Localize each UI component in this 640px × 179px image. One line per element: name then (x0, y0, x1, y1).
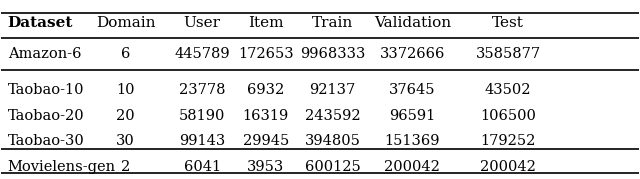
Text: Taobao-10: Taobao-10 (8, 83, 84, 96)
Text: Train: Train (312, 16, 353, 30)
Text: 37645: 37645 (389, 83, 436, 96)
Text: 3372666: 3372666 (380, 47, 445, 61)
Text: 445789: 445789 (174, 47, 230, 61)
Text: 23778: 23778 (179, 83, 225, 96)
Text: Dataset: Dataset (8, 16, 73, 30)
Text: 151369: 151369 (385, 134, 440, 148)
Text: User: User (184, 16, 221, 30)
Text: 106500: 106500 (480, 109, 536, 123)
Text: 6: 6 (121, 47, 131, 61)
Text: 179252: 179252 (480, 134, 536, 148)
Text: 43502: 43502 (484, 83, 531, 96)
Text: 200042: 200042 (385, 160, 440, 174)
Text: Movielens-gen: Movielens-gen (8, 160, 116, 174)
Text: Validation: Validation (374, 16, 451, 30)
Text: 172653: 172653 (238, 47, 294, 61)
Text: 92137: 92137 (310, 83, 356, 96)
Text: Domain: Domain (96, 16, 156, 30)
Text: 600125: 600125 (305, 160, 360, 174)
Text: 394805: 394805 (305, 134, 361, 148)
Text: 243592: 243592 (305, 109, 360, 123)
Text: Taobao-20: Taobao-20 (8, 109, 84, 123)
Text: Test: Test (492, 16, 524, 30)
Text: 6041: 6041 (184, 160, 221, 174)
Text: 30: 30 (116, 134, 135, 148)
Text: 2: 2 (121, 160, 131, 174)
Text: 3585877: 3585877 (476, 47, 541, 61)
Text: 96591: 96591 (389, 109, 436, 123)
Text: 58190: 58190 (179, 109, 225, 123)
Text: 99143: 99143 (179, 134, 225, 148)
Text: 6932: 6932 (247, 83, 284, 96)
Text: Amazon-6: Amazon-6 (8, 47, 81, 61)
Text: Item: Item (248, 16, 284, 30)
Text: 20: 20 (116, 109, 135, 123)
Text: 200042: 200042 (480, 160, 536, 174)
Text: 3953: 3953 (247, 160, 284, 174)
Text: 16319: 16319 (243, 109, 289, 123)
Text: 29945: 29945 (243, 134, 289, 148)
Text: 10: 10 (116, 83, 135, 96)
Text: Taobao-30: Taobao-30 (8, 134, 84, 148)
Text: 9968333: 9968333 (300, 47, 365, 61)
